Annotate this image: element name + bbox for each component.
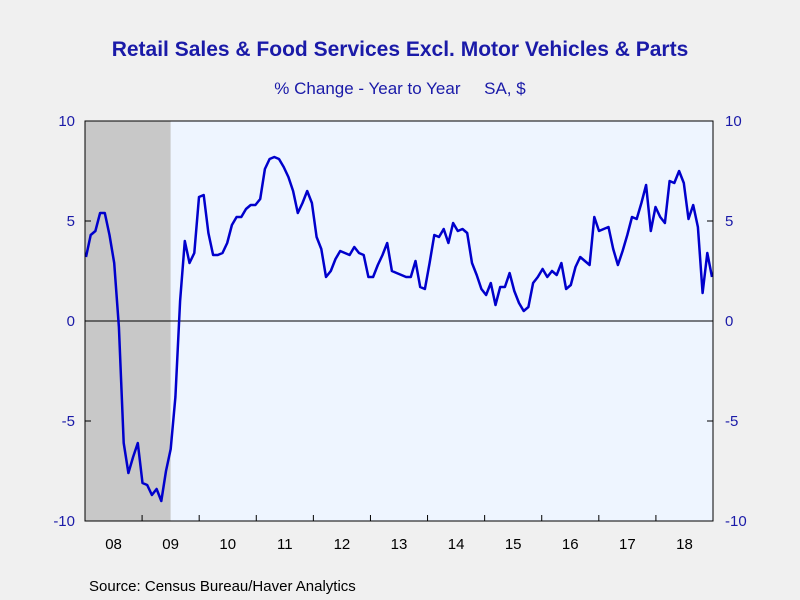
x-tick-label: 13 (391, 536, 408, 553)
y-tick-label-right: -5 (725, 413, 738, 430)
x-tick-label: 16 (562, 536, 579, 553)
x-tick-label: 12 (334, 536, 351, 553)
x-tick-label: 17 (619, 536, 636, 553)
y-tick-label-right: 0 (725, 313, 733, 330)
y-tick-label-left: -5 (62, 413, 75, 430)
y-axis-left: 10 5 0 -5 -10 (53, 113, 91, 530)
x-tick-label: 09 (162, 536, 179, 553)
x-tick-label: 15 (505, 536, 522, 553)
y-tick-label-left: 0 (67, 313, 75, 330)
chart-subtitle: % Change - Year to Year SA, $ (274, 79, 526, 98)
x-axis: 08 09 10 11 12 13 14 15 16 17 18 (84, 515, 714, 553)
y-tick-label-right: -10 (725, 513, 747, 530)
y-tick-label-left: 5 (67, 213, 75, 230)
y-tick-label-right: 5 (725, 213, 733, 230)
y-tick-label-left: -10 (53, 513, 75, 530)
y-tick-label-right: 10 (725, 113, 742, 130)
plot-frame (84, 120, 714, 522)
chart-title: Retail Sales & Food Services Excl. Motor… (111, 38, 689, 61)
x-tick-label: 14 (448, 536, 465, 553)
series-line (84, 155, 714, 503)
x-tick-label: 11 (277, 536, 293, 553)
y-tick-label-left: 10 (58, 113, 75, 130)
x-tick-label: 18 (676, 536, 693, 553)
x-tick-label: 08 (105, 536, 122, 553)
x-tick-label: 10 (219, 536, 236, 553)
source-note: Source: Census Bureau/Haver Analytics (89, 578, 356, 595)
